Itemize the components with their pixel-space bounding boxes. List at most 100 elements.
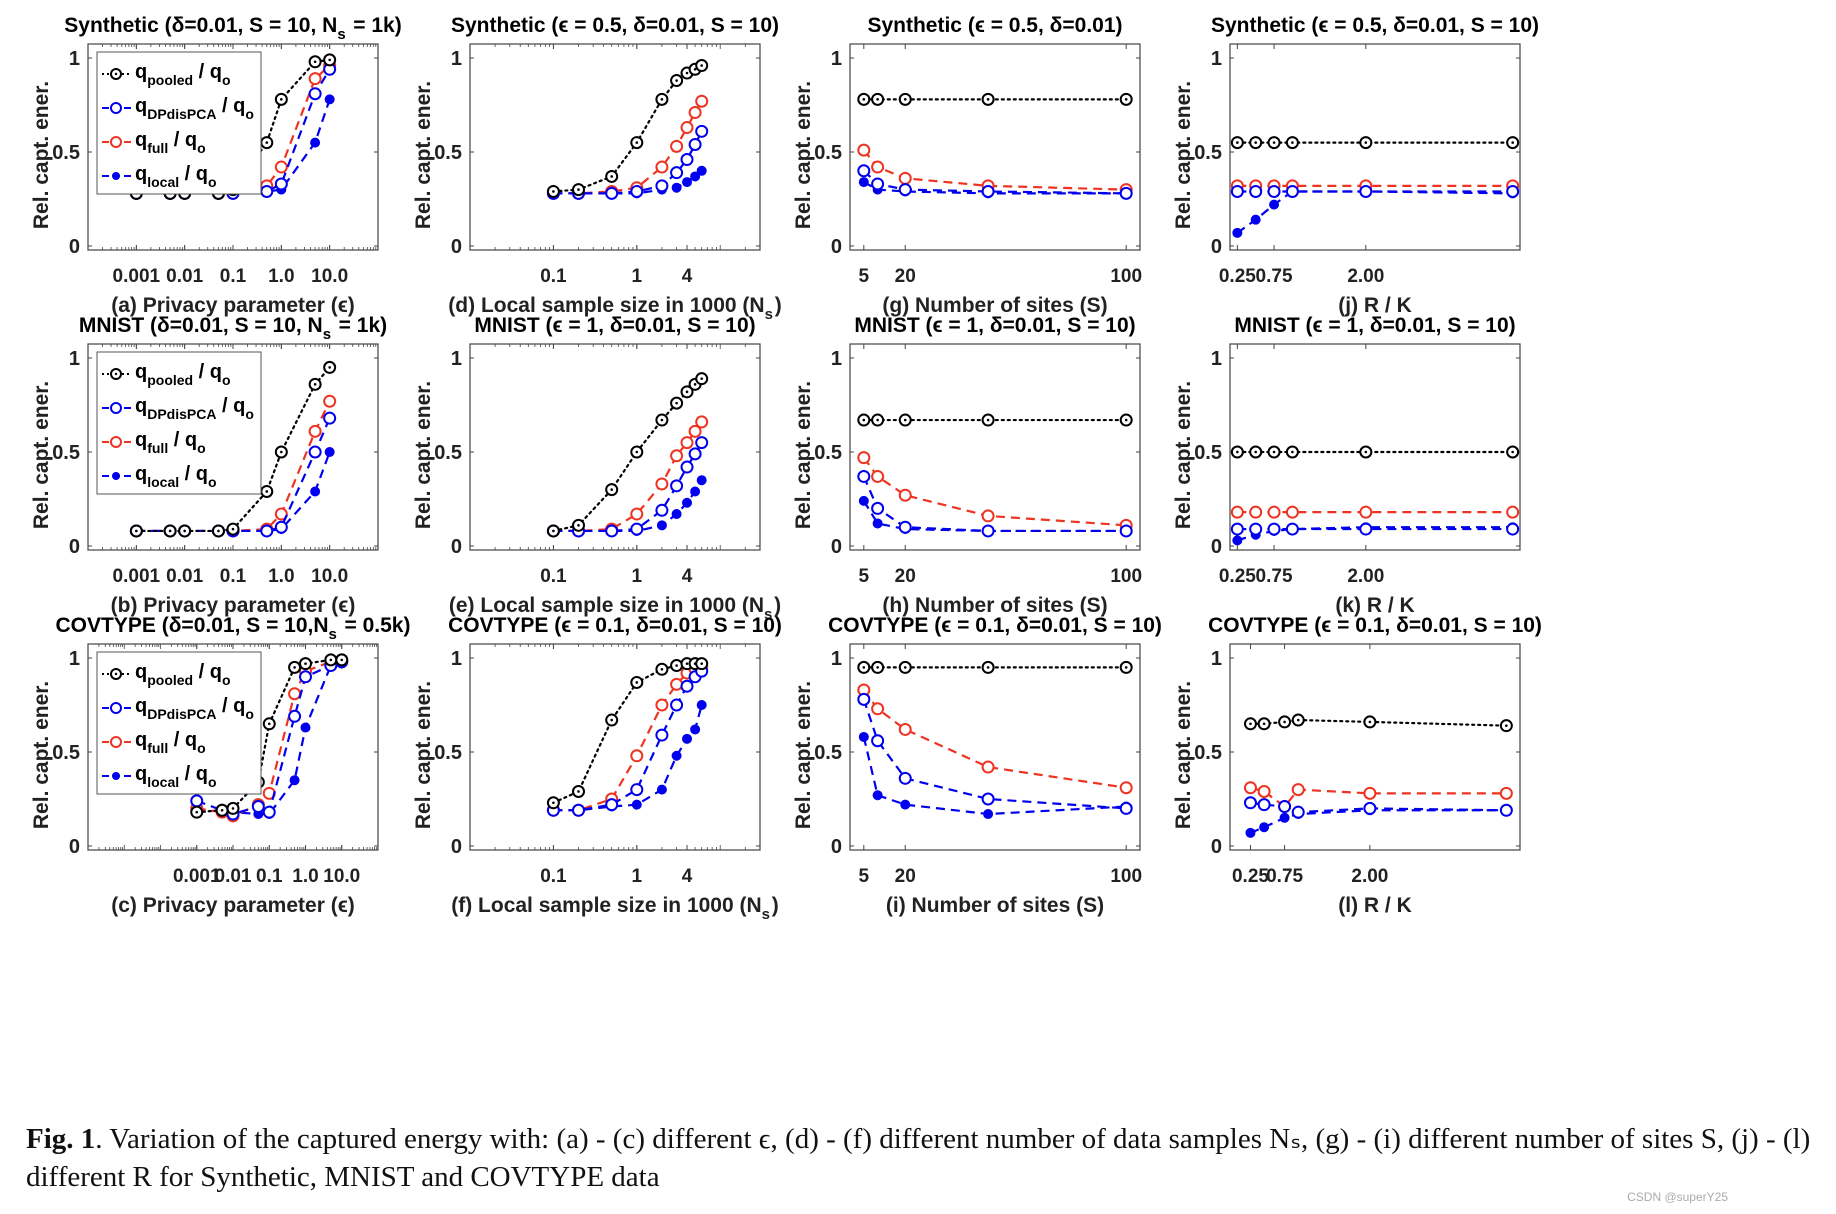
data-point-local bbox=[682, 497, 693, 508]
series-line-local bbox=[1250, 809, 1507, 834]
x-tick-label: 4 bbox=[682, 266, 693, 287]
data-point-local bbox=[671, 750, 682, 761]
x-tick-label: 100 bbox=[1110, 866, 1142, 887]
y-tick-label: 0.5 bbox=[52, 142, 80, 164]
data-point-full bbox=[1119, 781, 1133, 795]
data-point-local bbox=[872, 790, 883, 801]
data-point-center-pooled bbox=[552, 529, 555, 533]
x-tick-label: 0.75 bbox=[1256, 566, 1293, 587]
data-point-center-pooled bbox=[675, 664, 678, 667]
data-point-full bbox=[323, 394, 337, 408]
y-axis-label: Rel. capt. ener. bbox=[412, 81, 435, 229]
data-point-dpdispca bbox=[1499, 803, 1513, 817]
data-point-dpdispca bbox=[1291, 805, 1305, 819]
series-line-local bbox=[1236, 190, 1513, 234]
x-axis-label: (j) R / K bbox=[1338, 294, 1412, 317]
legend-label-pooled: qpooled / qo bbox=[135, 61, 231, 88]
chart-title: MNIST (δ=0.01, S = 10, Ns = 1k) bbox=[79, 314, 387, 343]
x-tick-label: 5 bbox=[859, 266, 870, 287]
y-tick-label: 0 bbox=[831, 536, 842, 558]
x-tick-label: 0.75 bbox=[1266, 866, 1303, 887]
data-point-local bbox=[1269, 199, 1280, 210]
data-point-dpdispca bbox=[630, 184, 644, 198]
data-point-dpdispca bbox=[981, 792, 995, 806]
series-line-full bbox=[1250, 786, 1507, 809]
data-point-local bbox=[858, 731, 869, 742]
data-point-center-pooled bbox=[313, 383, 317, 386]
series-line-local bbox=[862, 736, 1127, 816]
chart-title: Synthetic (ϵ = 0.5, δ=0.01, S = 10) bbox=[1211, 14, 1539, 37]
x-tick-label: 1.0 bbox=[268, 566, 294, 587]
data-point-dpdispca bbox=[630, 783, 644, 797]
chart-title: COVTYPE (ϵ = 0.1, δ=0.01, S = 10) bbox=[828, 614, 1162, 637]
data-point-dpdispca bbox=[1267, 522, 1281, 536]
x-tick-label: 10.0 bbox=[311, 566, 348, 587]
legend-label-dpdispca: qDPdisPCA / qo bbox=[135, 95, 254, 122]
series-line-dpdispca bbox=[553, 442, 703, 533]
y-tick-label: 0.5 bbox=[1194, 442, 1222, 464]
data-point-full bbox=[655, 698, 669, 712]
data-point-center-pooled bbox=[1296, 718, 1300, 722]
data-point-local bbox=[983, 809, 994, 820]
series-line-local bbox=[196, 662, 342, 816]
data-point-center-pooled bbox=[610, 175, 613, 178]
data-point-local bbox=[696, 700, 707, 710]
data-point-center-pooled bbox=[685, 662, 689, 665]
data-point-local bbox=[289, 775, 300, 786]
watermark: CSDN @superY25 bbox=[1627, 1190, 1728, 1204]
data-point-full bbox=[1267, 505, 1281, 519]
y-tick-label: 0.5 bbox=[814, 442, 842, 464]
axes-box bbox=[849, 643, 1141, 851]
data-point-dpdispca bbox=[695, 124, 709, 138]
data-point-dpdispca bbox=[1249, 184, 1263, 198]
caption-text: . Variation of the captured energy with:… bbox=[26, 1123, 1811, 1193]
data-point-dpdispca bbox=[981, 184, 995, 198]
data-point-center-pooled bbox=[313, 60, 317, 64]
legend-label-local: qlocal / qo bbox=[135, 763, 217, 790]
data-point-center-pooled bbox=[862, 418, 866, 422]
figure-caption: Fig. 1. Variation of the captured energy… bbox=[26, 1120, 1826, 1196]
data-point-full bbox=[695, 415, 709, 429]
x-tick-label: 100 bbox=[1110, 266, 1142, 287]
chart-title: COVTYPE (ϵ = 0.1, δ=0.01, S = 10) bbox=[448, 614, 782, 637]
data-point-dpdispca bbox=[857, 469, 871, 483]
chart-panel-e: MNIST (ϵ = 1, δ=0.01, S = 10) 0 0.5 1 0.1 1 4 (… bbox=[412, 314, 781, 623]
x-tick-label: 0.1 bbox=[540, 866, 567, 887]
data-point-local bbox=[682, 733, 693, 744]
data-point-dpdispca bbox=[1506, 184, 1520, 198]
data-point-dpdispca bbox=[670, 479, 684, 493]
data-point-center-pooled bbox=[265, 490, 269, 493]
x-tick-label: 0.75 bbox=[1256, 266, 1293, 287]
data-point-full bbox=[288, 687, 302, 701]
data-point-center-pooled bbox=[280, 98, 283, 101]
data-point-full bbox=[1359, 505, 1373, 519]
x-tick-label: 20 bbox=[895, 266, 916, 287]
data-point-dpdispca bbox=[260, 184, 274, 198]
data-point-local bbox=[1232, 227, 1243, 238]
data-point-full bbox=[688, 424, 702, 438]
data-point-dpdispca bbox=[655, 728, 669, 742]
y-tick-label: 1 bbox=[451, 48, 462, 70]
legend-marker-full bbox=[110, 736, 122, 748]
data-point-dpdispca bbox=[1359, 184, 1373, 198]
data-point-dpdispca bbox=[262, 805, 276, 819]
legend-marker-dot bbox=[114, 372, 118, 376]
legend-box bbox=[96, 351, 262, 495]
data-point-local bbox=[656, 784, 667, 795]
data-point-full bbox=[670, 449, 684, 463]
y-tick-label: 1 bbox=[451, 648, 462, 670]
data-point-full bbox=[871, 160, 885, 174]
x-tick-label: 0.1 bbox=[540, 566, 567, 587]
y-tick-label: 0.5 bbox=[52, 742, 80, 764]
y-tick-label: 1 bbox=[1211, 648, 1222, 670]
data-point-full bbox=[981, 760, 995, 774]
legend-label-pooled: qpooled / qo bbox=[135, 361, 231, 388]
x-tick-label: 1.0 bbox=[268, 266, 294, 287]
data-point-center-pooled bbox=[1291, 450, 1294, 454]
data-point-center-pooled bbox=[660, 98, 664, 101]
data-point-center-pooled bbox=[903, 418, 907, 422]
legend-box bbox=[96, 51, 262, 195]
data-point-center-pooled bbox=[552, 190, 555, 193]
x-tick-label: 2.00 bbox=[1351, 866, 1388, 887]
data-point-center-pooled bbox=[700, 662, 704, 665]
